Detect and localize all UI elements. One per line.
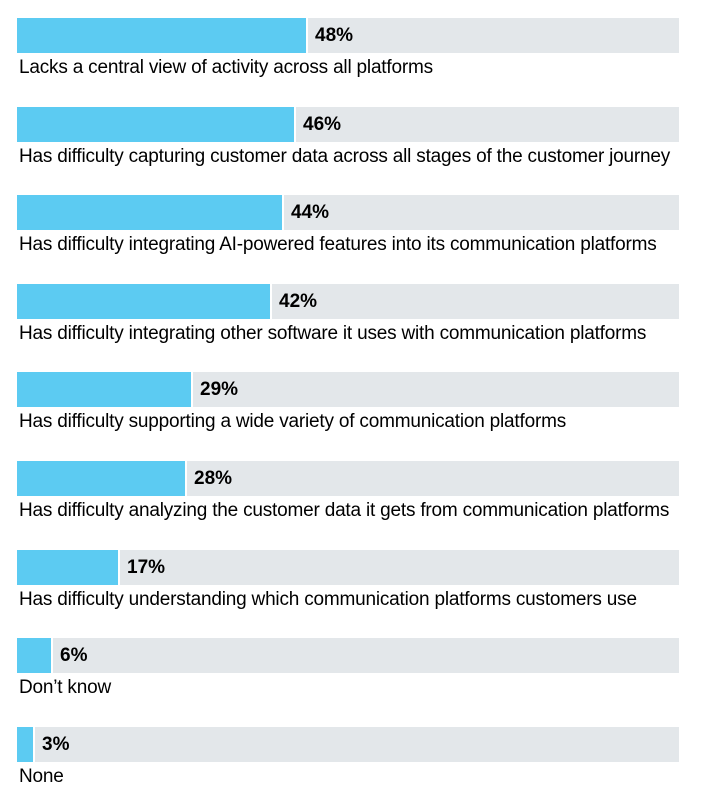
bar-row: 42% Has difficulty integrating other soft… xyxy=(0,283,710,354)
category-label: Has difficulty understanding which commu… xyxy=(19,588,637,610)
bar-row: 3% None xyxy=(0,726,710,797)
bar-track xyxy=(17,549,679,585)
bar-value-label: 44% xyxy=(291,202,330,224)
bar-value-label: 46% xyxy=(303,113,342,135)
bar xyxy=(17,372,193,408)
bar-row: 29% Has difficulty supporting a wide vari… xyxy=(0,372,710,442)
bar xyxy=(17,18,308,53)
bar-value-label: 3% xyxy=(42,733,70,755)
category-label: Has difficulty analyzing the customer da… xyxy=(19,500,670,521)
bar-value-label: 28% xyxy=(194,468,233,489)
bar-value-label: 29% xyxy=(200,379,239,401)
bar-value-label: 42% xyxy=(279,290,318,312)
bar-track xyxy=(17,18,679,53)
bar xyxy=(17,461,187,496)
bar xyxy=(17,106,296,142)
bar-row: 17% Has difficulty understanding which co… xyxy=(0,549,710,620)
bar-track xyxy=(17,283,679,319)
bar xyxy=(17,549,120,585)
bar-row: 28% Has difficulty analyzing the customer… xyxy=(0,461,710,531)
bar-track xyxy=(17,726,679,762)
category-label: Has difficulty supporting a wide variety… xyxy=(19,411,566,433)
category-label: None xyxy=(19,765,64,787)
bar-value-label: 17% xyxy=(127,556,166,578)
bar-row: 44% Has difficulty integrating AI-powered… xyxy=(0,195,710,265)
bar-value-label: 6% xyxy=(60,645,88,667)
bar-track xyxy=(17,638,679,674)
category-label: Has difficulty integrating AI-powered fe… xyxy=(19,234,657,256)
category-label: Has difficulty integrating other softwar… xyxy=(19,322,647,344)
bar-row: 46% Has difficulty capturing customer dat… xyxy=(0,106,710,177)
category-label: Has difficulty capturing customer data a… xyxy=(19,145,671,167)
bar-value-label: 48% xyxy=(315,25,354,46)
bar xyxy=(17,638,53,674)
bar-row: 6% Don’t know xyxy=(0,638,710,708)
category-label: Lacks a central view of activity across … xyxy=(19,57,433,78)
bar xyxy=(17,195,284,231)
bar-track xyxy=(17,461,679,496)
bar xyxy=(17,726,35,762)
bar-row: 48% Lacks a central view of activity acro… xyxy=(0,18,710,88)
bar-track xyxy=(17,372,679,408)
bar-track xyxy=(17,195,679,231)
bar xyxy=(17,283,272,319)
bar-track xyxy=(17,106,679,142)
category-label: Don’t know xyxy=(19,677,111,699)
